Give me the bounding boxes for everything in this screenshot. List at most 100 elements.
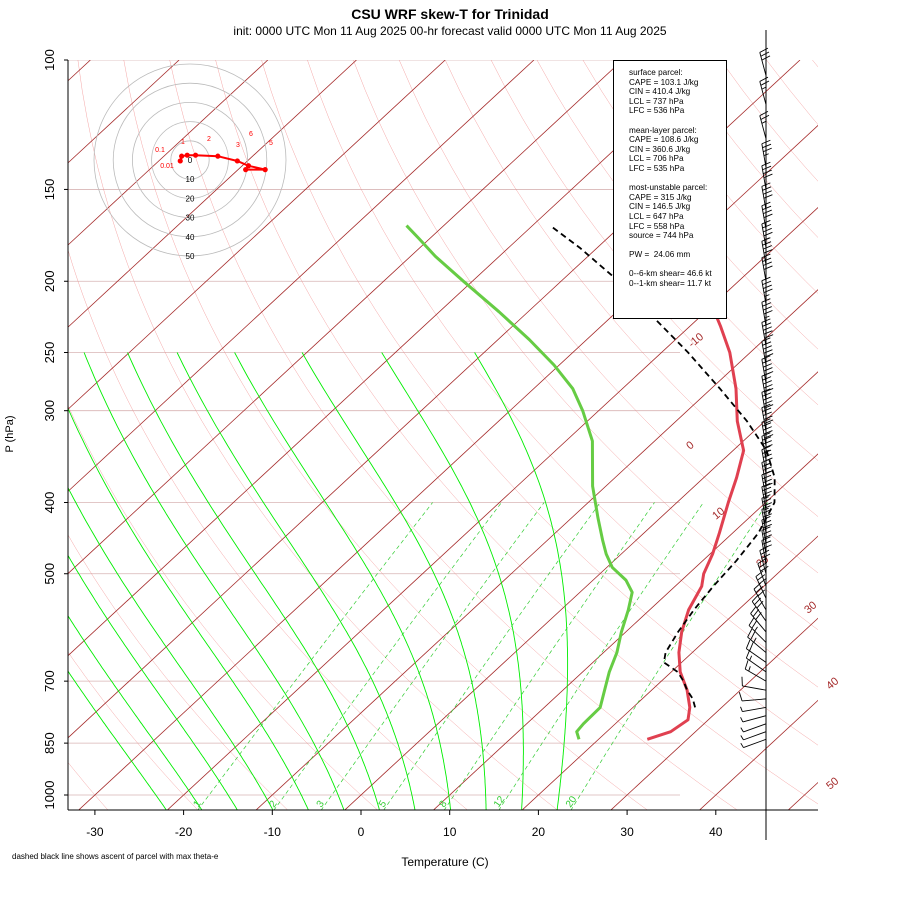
mixing-ratio-label: 2 (268, 798, 280, 809)
hodograph-point (192, 152, 199, 158)
wind-barb-flag (763, 453, 772, 458)
moist-adiabat (301, 352, 487, 810)
wind-barb-flag (763, 284, 772, 290)
moist-adiabat (234, 352, 452, 810)
wind-barb-flag (761, 372, 771, 377)
mixing-ratio-label: 20 (564, 794, 580, 810)
wind-barb-flag (762, 359, 772, 364)
isotherm-label: 0 (684, 439, 696, 452)
y-tick-label: 300 (42, 400, 57, 422)
hodograph-height-label: 2 (207, 136, 211, 143)
wind-barb-flag (764, 404, 774, 409)
wind-barb-flag (763, 411, 772, 416)
wind-barb-flag (761, 139, 771, 145)
wind-barb-flag (763, 363, 772, 368)
wind-barb-flag (745, 649, 751, 659)
wind-barb-flag (764, 419, 774, 424)
wind-barb-flag (762, 422, 772, 427)
mixing-ratio-line (383, 502, 601, 810)
wind-barb-flag (762, 341, 772, 346)
isotherm (68, 60, 269, 246)
y-tick-label: 1000 (42, 781, 57, 810)
wind-barb-flag (762, 322, 772, 327)
isotherm (521, 535, 818, 810)
wind-barb-flag (763, 245, 772, 250)
wind-barb-flag (763, 496, 769, 499)
wind-barb-flag (760, 565, 769, 572)
wind-barb-flag (761, 237, 771, 242)
dry-adiabat (490, 60, 818, 461)
wind-barb-flag (754, 626, 758, 632)
info-line: LCL = 647 hPa (629, 211, 684, 221)
hodograph-ring (151, 121, 229, 199)
wind-barb-flag (761, 418, 771, 423)
wind-barb-flag (750, 605, 757, 614)
wind-barb-flag (756, 600, 764, 609)
isotherm (787, 781, 818, 810)
hodograph-ring-label: 0 (188, 156, 193, 165)
y-tick-label: 700 (42, 670, 57, 692)
info-line: CIN = 360.6 J/kg (629, 144, 691, 154)
wind-barb-flag (763, 534, 772, 539)
wind-barb-flag (751, 594, 759, 602)
wind-barb-flag (763, 490, 772, 496)
wind-barb-flag (763, 502, 772, 507)
x-tick-label: -20 (175, 825, 193, 839)
hodograph-point (243, 167, 249, 173)
wind-barb-flag (744, 660, 749, 670)
mixing-ratio-label: 5 (377, 798, 389, 809)
hodograph-height-label: 0.1 (155, 147, 165, 154)
wind-barb-flag (740, 717, 744, 723)
wind-barb-flag (761, 298, 771, 303)
wind-barb-flag (761, 526, 771, 531)
isotherm (68, 60, 180, 164)
info-line: 0--6-km shear= 46.6 kt (629, 269, 712, 279)
wind-barb (743, 723, 767, 733)
hodograph-ring-label: 50 (186, 252, 195, 261)
isotherm (166, 207, 818, 810)
mixing-ratio-label: 12 (492, 794, 508, 810)
hodograph-ring-label: 40 (186, 233, 195, 242)
wind-barb-flag (763, 265, 773, 270)
wind-barb-flag (757, 589, 766, 597)
wind-barb-flag (761, 445, 771, 451)
wind-barb (747, 636, 767, 653)
chart-title: CSU WRF skew-T for Trinidad (351, 6, 549, 22)
isotherm (610, 617, 818, 810)
wind-barb-flag (762, 241, 772, 246)
isotherm (344, 371, 818, 810)
hodograph-height-label: 6 (249, 131, 253, 138)
wind-barb-flag (759, 76, 769, 82)
wind-barb-flag (757, 558, 766, 565)
isotherm-label: 30 (802, 599, 819, 616)
wind-barb-flag (762, 498, 772, 503)
info-line (629, 241, 726, 251)
wind-barb-flag (763, 173, 773, 179)
hodograph-point (179, 153, 185, 159)
info-line: CIN = 146.5 J/kg (629, 202, 691, 212)
wind-barb-flag (759, 545, 769, 551)
wind-barb-flag (763, 478, 772, 484)
wind-barb-flag (761, 355, 771, 360)
x-tick-label: 30 (620, 825, 634, 839)
info-line: LCL = 737 hPa (629, 96, 684, 106)
isotherm (68, 60, 446, 410)
wind-barb-flag (763, 513, 772, 518)
wind-barb-flag (757, 574, 766, 581)
wind-barb (742, 715, 767, 723)
wind-barb-flag (760, 114, 770, 120)
wind-barb-flag (763, 310, 773, 315)
info-line: mean-layer parcel: (629, 125, 697, 135)
wind-barb-flag (763, 444, 773, 449)
wind-barb-flag (761, 276, 771, 282)
moist-adiabat (83, 352, 345, 810)
x-tick-label: 10 (443, 825, 457, 839)
wind-barb-flag (763, 330, 773, 335)
wind-barb-flag (762, 462, 772, 467)
wind-barb-flag (749, 642, 754, 652)
wind-barb-flag (763, 288, 773, 293)
mixing-ratio-label: 1 (191, 798, 203, 809)
hodograph-ring (170, 140, 210, 180)
isotherm (432, 453, 818, 810)
